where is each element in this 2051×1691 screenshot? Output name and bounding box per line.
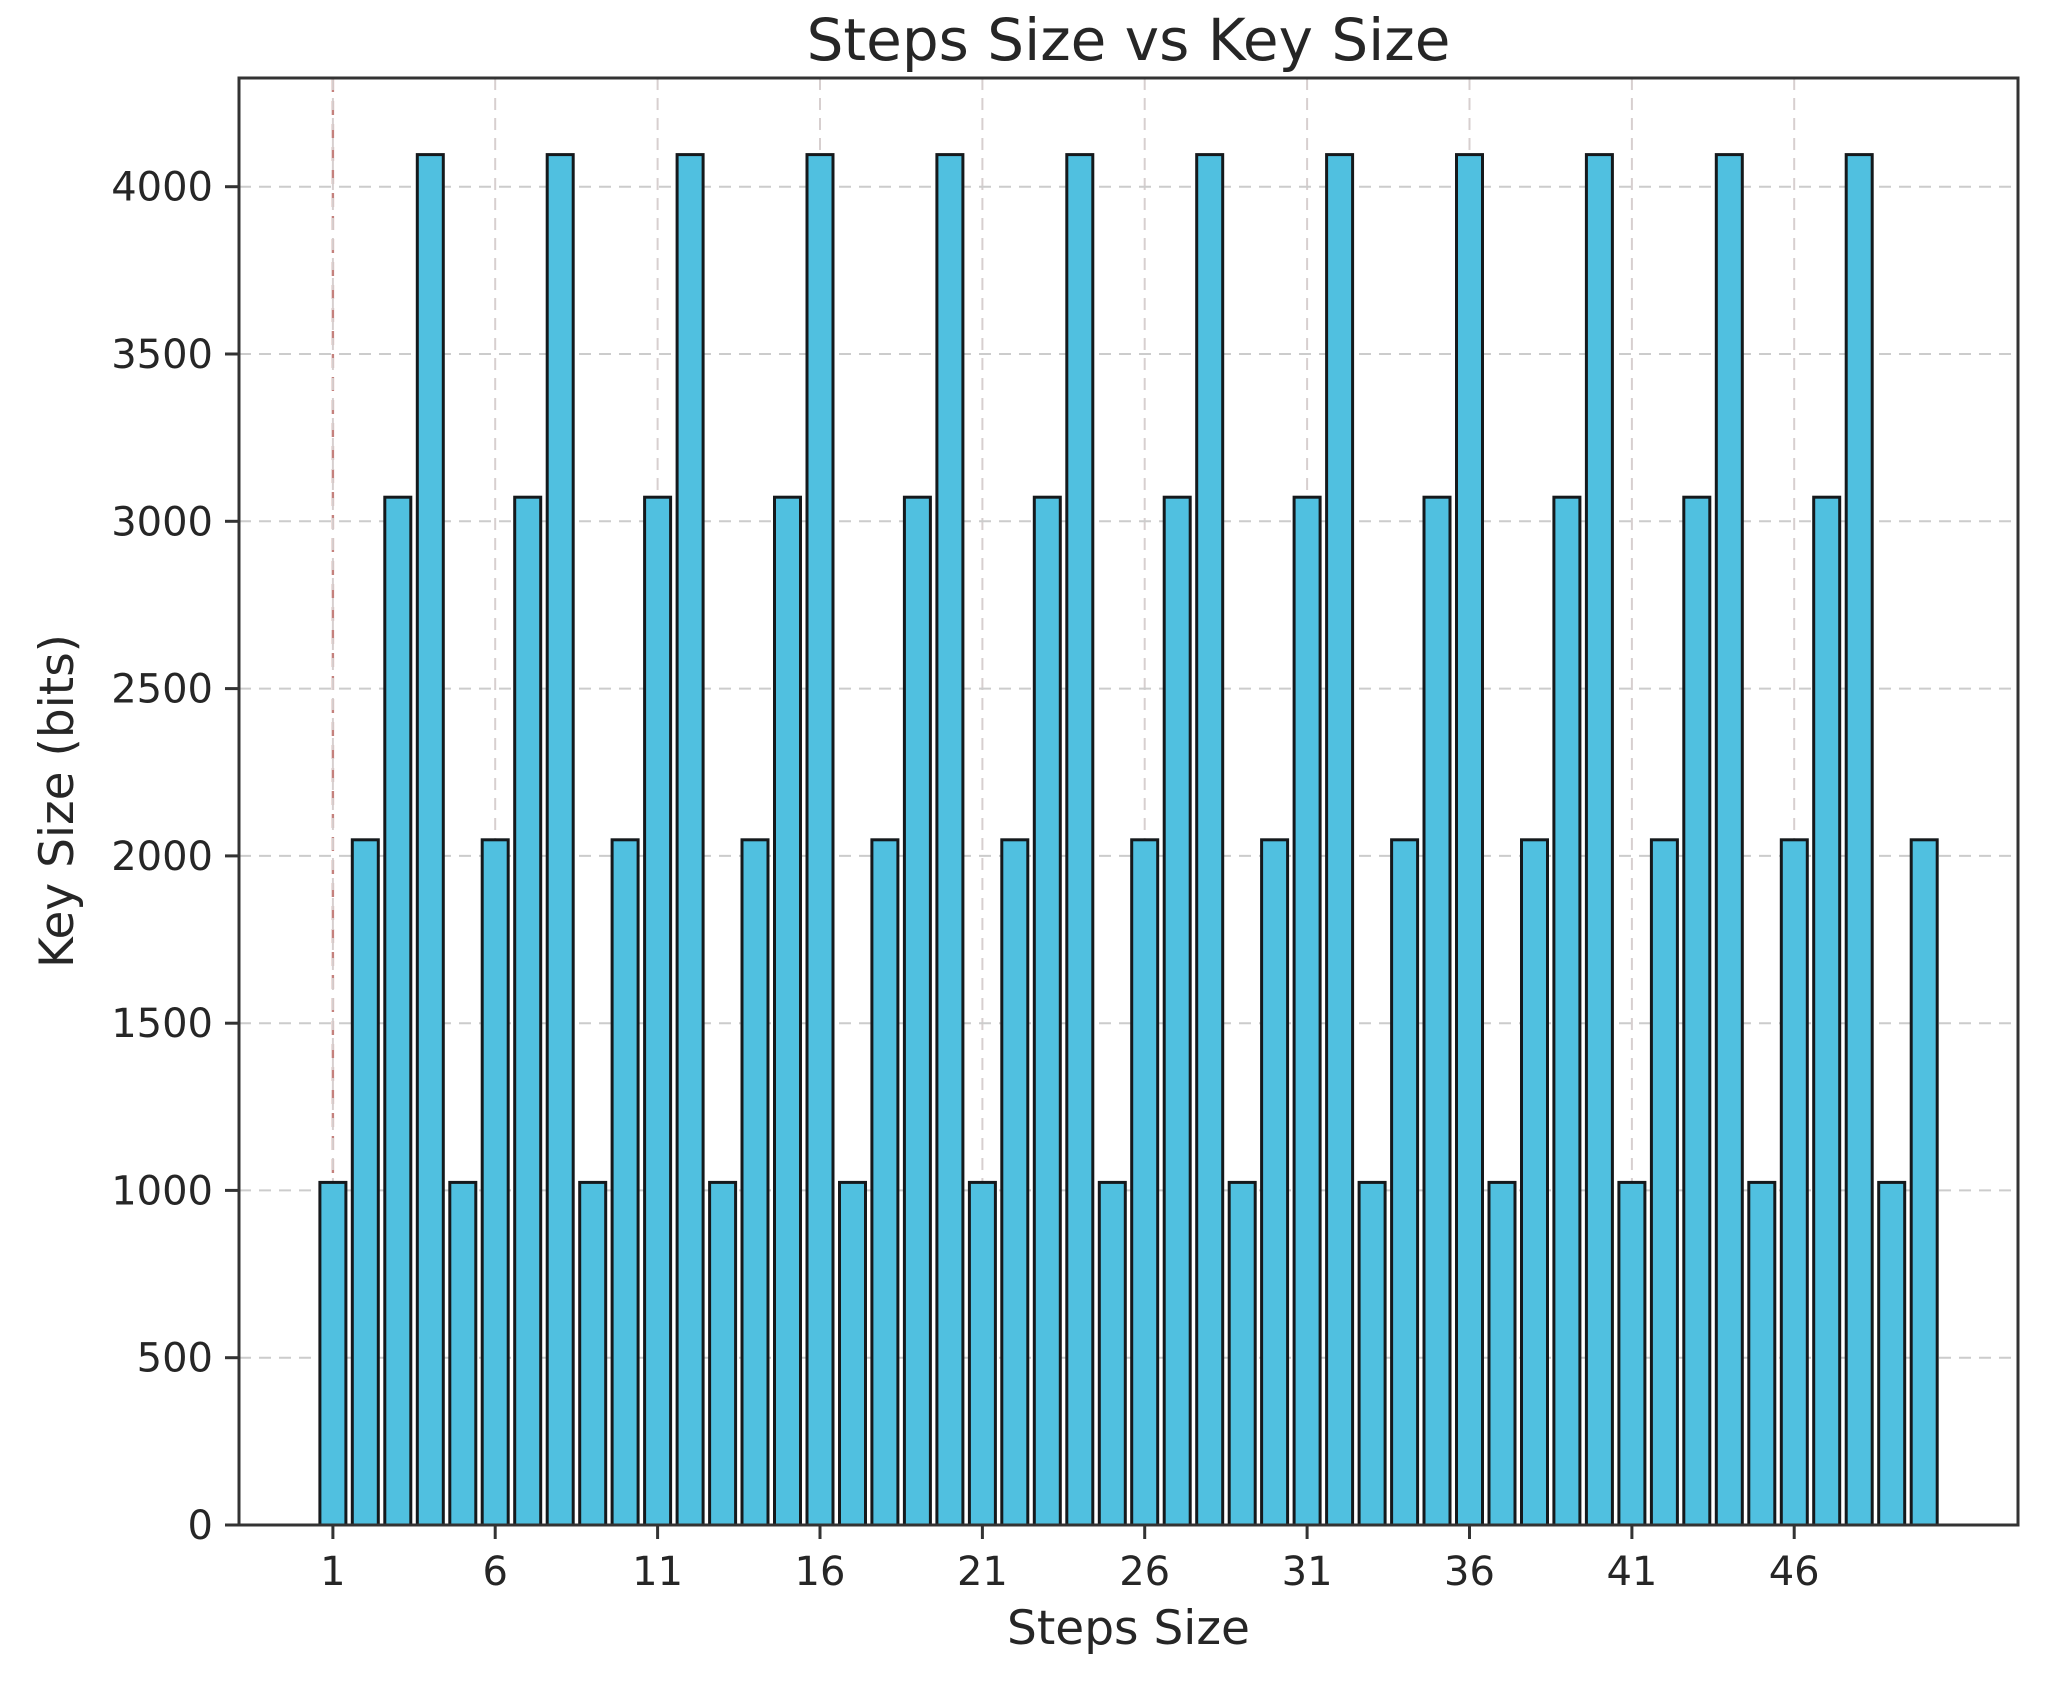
bar (1747, 1180, 1777, 1527)
bar (1552, 495, 1582, 1527)
bar (870, 838, 900, 1527)
bar (1292, 495, 1322, 1527)
bar (643, 495, 673, 1527)
x-tick-label: 16 (795, 1549, 846, 1595)
y-tick-labels: 0 500 1000 1500 2000 2500 3000 3500 4000 (111, 165, 213, 1549)
x-tick-label: 36 (1444, 1549, 1495, 1595)
x-tick-label: 26 (1119, 1549, 1170, 1595)
bar (1227, 1180, 1257, 1527)
y-tick-label: 0 (188, 1503, 213, 1549)
y-tick-label: 2000 (111, 834, 213, 880)
bar (1584, 153, 1614, 1527)
bar (838, 1180, 867, 1527)
bar (773, 495, 802, 1527)
x-tick-label: 21 (957, 1549, 1008, 1595)
bar (513, 495, 543, 1527)
bar (1455, 153, 1484, 1527)
bar (480, 838, 510, 1527)
bar (1714, 153, 1744, 1527)
x-tick-label: 41 (1606, 1549, 1657, 1595)
bar (1487, 1180, 1517, 1527)
y-tick-label: 4000 (111, 165, 213, 211)
bar (1260, 838, 1290, 1527)
y-tick-label: 3000 (111, 499, 213, 545)
bar (967, 1180, 997, 1527)
x-tick-label: 46 (1769, 1549, 1820, 1595)
y-axis-label: Key Size (bits) (30, 633, 85, 969)
bar (675, 153, 705, 1527)
y-tick-label: 500 (137, 1336, 213, 1382)
bar (1130, 838, 1160, 1527)
x-tick-label: 31 (1282, 1549, 1333, 1595)
bar (740, 838, 770, 1527)
bar (1649, 838, 1679, 1527)
bar (1195, 153, 1225, 1527)
bar (1325, 153, 1355, 1527)
x-axis-label: Steps Size (1007, 1601, 1250, 1656)
x-tick-label: 1 (320, 1549, 345, 1595)
bar (935, 153, 965, 1527)
bar (708, 1180, 738, 1527)
bar (1097, 1180, 1127, 1527)
bar (902, 495, 932, 1527)
plot-border (237, 76, 2020, 1527)
chart-title: Steps Size vs Key Size (806, 6, 1451, 74)
x-tick-marks (331, 1525, 1796, 1539)
bar (1065, 153, 1095, 1527)
bar (1357, 1180, 1387, 1527)
bar (1844, 153, 1874, 1527)
bar (805, 153, 835, 1527)
bar (383, 495, 413, 1527)
x-tick-label: 11 (632, 1549, 683, 1595)
bars (318, 153, 1939, 1527)
bar (578, 1180, 608, 1527)
bar (1422, 495, 1452, 1527)
bar (1877, 1180, 1907, 1527)
bar (415, 153, 445, 1527)
y-tick-marks (225, 185, 239, 1527)
bar (318, 1180, 348, 1527)
y-tick-label: 3500 (111, 332, 213, 378)
bar (1812, 495, 1842, 1527)
bar (1162, 495, 1192, 1527)
bar (1000, 838, 1030, 1527)
y-tick-label: 2500 (111, 667, 213, 713)
bar (1032, 495, 1062, 1527)
bar (610, 838, 640, 1527)
bar (1682, 495, 1712, 1527)
bar (1909, 838, 1939, 1527)
bar (1520, 838, 1549, 1527)
bar (1390, 838, 1420, 1527)
x-tick-label: 6 (482, 1549, 507, 1595)
x-tick-labels: 1 6 11 16 21 26 31 36 41 46 (320, 1549, 1819, 1595)
y-tick-label: 1500 (111, 1001, 213, 1047)
bar (1779, 838, 1809, 1527)
y-tick-label: 1000 (111, 1168, 213, 1214)
bar (545, 153, 575, 1527)
bar (1617, 1180, 1647, 1527)
bar (350, 838, 380, 1527)
bar (448, 1180, 478, 1527)
